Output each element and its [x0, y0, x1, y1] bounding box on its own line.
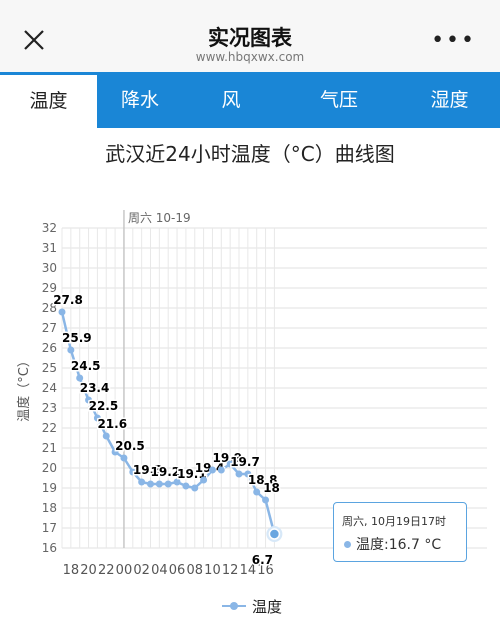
y-tick-label: 24 [42, 381, 57, 395]
data-point[interactable] [268, 528, 281, 540]
y-tick-label: 28 [42, 301, 57, 315]
y-tick-label: 23 [42, 401, 57, 415]
tab-bar: 温度 降水 风 气压 湿度 [0, 72, 500, 128]
y-tick-label: 19 [42, 481, 57, 495]
x-tick-label: 08 [186, 563, 203, 578]
y-tick-label: 17 [42, 521, 57, 535]
app-title: 实况图表 [208, 26, 292, 50]
app-url: www.hbqxwx.com [195, 50, 305, 64]
data-label: 6.7 [252, 553, 273, 567]
y-tick-label: 20 [42, 461, 57, 475]
data-point[interactable] [147, 480, 154, 488]
tab-wind[interactable]: 风 [221, 89, 241, 111]
x-tick-label: 02 [133, 563, 150, 578]
data-label: 24.5 [71, 359, 101, 373]
data-label: 22.5 [89, 399, 119, 413]
x-tick-label: 00 [116, 563, 133, 578]
data-label: 19.1 [177, 467, 207, 481]
y-tick-label: 27 [42, 321, 57, 335]
data-label: 25.9 [62, 331, 92, 345]
y-tick-label: 30 [42, 261, 57, 275]
data-point[interactable] [173, 478, 181, 486]
y-tick-label: 18 [42, 501, 57, 515]
more-icon[interactable]: ••• [431, 28, 476, 53]
data-label: 19.3 [133, 463, 163, 477]
data-label: 20.5 [115, 439, 145, 453]
tab-pressure[interactable]: 气压 [319, 89, 358, 111]
data-point[interactable] [235, 470, 243, 478]
data-point[interactable] [102, 432, 110, 440]
data-point[interactable] [93, 414, 101, 422]
data-point[interactable] [85, 396, 93, 404]
data-point[interactable] [155, 480, 163, 488]
data-label: 23.4 [80, 381, 110, 395]
chart-tooltip: 周六, 10月19日17时 温度:16.7 °C [333, 502, 467, 562]
data-label: 19.9 [212, 451, 242, 465]
data-point[interactable] [76, 374, 84, 382]
data-point[interactable] [164, 480, 172, 488]
tab-humidity[interactable]: 湿度 [430, 89, 469, 111]
chart-title: 武汉近24小时温度（°C）曲线图 [105, 142, 395, 166]
data-point[interactable] [208, 466, 216, 474]
legend-marker [230, 602, 238, 610]
y-tick-label: 32 [42, 221, 57, 235]
tooltip-series-dot [344, 541, 351, 548]
data-point[interactable] [191, 484, 199, 492]
tooltip-time: 周六, 10月19日17时 [342, 515, 446, 528]
data-point[interactable] [67, 346, 75, 354]
tooltip-value: 温度:16.7 °C [356, 537, 442, 553]
data-point[interactable] [262, 496, 270, 504]
y-tick-label: 16 [42, 541, 57, 555]
y-axis-label: 温度（°C） [16, 354, 32, 422]
data-point[interactable] [58, 308, 66, 316]
data-label: 19.2 [151, 465, 181, 479]
y-tick-label: 21 [42, 441, 57, 455]
data-point[interactable] [182, 482, 190, 490]
top-bar: 实况图表 www.hbqxwx.com ••• [0, 0, 500, 72]
x-tick-label: 22 [98, 563, 115, 578]
data-point[interactable] [120, 454, 128, 462]
data-label: 18 [263, 481, 280, 495]
tab-temperature[interactable]: 温度 [0, 72, 97, 128]
data-point[interactable] [111, 448, 119, 456]
data-label: 19.7 [230, 455, 260, 469]
data-label: 18.8 [248, 473, 278, 487]
data-point[interactable] [217, 466, 225, 474]
x-tick-label: 16 [257, 563, 274, 578]
y-tick-label: 25 [42, 361, 57, 375]
x-tick-label: 14 [240, 563, 257, 578]
y-tick-label: 26 [42, 341, 57, 355]
x-tick-label: 12 [222, 563, 239, 578]
x-tick-label: 20 [80, 563, 97, 578]
data-label: 21.6 [97, 417, 127, 431]
x-tick-label: 04 [151, 563, 168, 578]
close-icon[interactable] [22, 28, 46, 52]
y-tick-label: 29 [42, 281, 57, 295]
data-label: 27.8 [53, 293, 83, 307]
data-point[interactable] [253, 488, 261, 496]
tab-precipitation[interactable]: 降水 [120, 89, 159, 111]
data-point[interactable] [244, 470, 252, 478]
data-point[interactable] [200, 476, 208, 484]
legend-label: 温度 [252, 598, 283, 616]
x-tick-label: 18 [63, 563, 80, 578]
data-point[interactable] [138, 478, 146, 486]
data-point[interactable] [129, 468, 137, 476]
x-tick-label: 06 [169, 563, 186, 578]
y-tick-label: 31 [42, 241, 57, 255]
x-tick-label: 10 [204, 563, 221, 578]
day-marker-label: 周六 10-19 [128, 211, 191, 225]
y-tick-label: 22 [42, 421, 57, 435]
data-point[interactable] [226, 460, 234, 468]
